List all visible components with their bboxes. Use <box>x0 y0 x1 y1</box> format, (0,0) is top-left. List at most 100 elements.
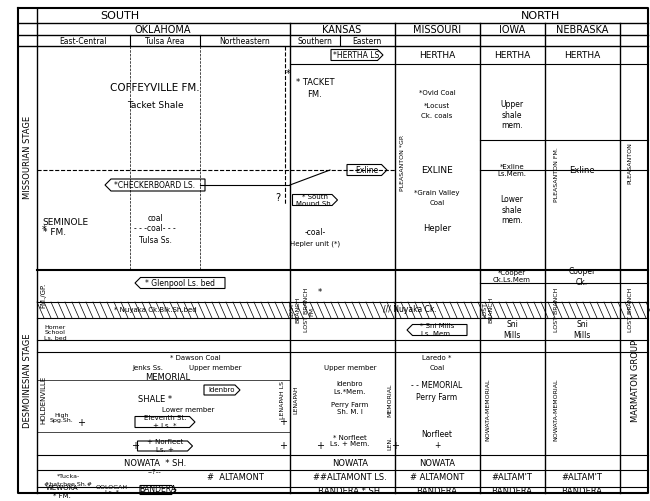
Text: Cooper
Ck.: Cooper Ck. <box>568 268 595 287</box>
Text: Upper
shale
mem.: Upper shale mem. <box>500 100 523 130</box>
Text: *Tucka-: *Tucka- <box>57 473 79 478</box>
Text: ?: ? <box>276 193 281 203</box>
Text: Hepler unit (*): Hepler unit (*) <box>290 241 340 247</box>
Text: *: * <box>42 225 46 235</box>
Text: NEBRASKA: NEBRASKA <box>556 25 608 35</box>
Text: LOST
BRANCH: LOST BRANCH <box>482 297 493 323</box>
Text: * Dawson Coal: * Dawson Coal <box>170 355 220 361</box>
Text: #batchee Sh.#: #batchee Sh.# <box>44 481 92 486</box>
Text: Jenks Ss.: Jenks Ss. <box>133 365 164 371</box>
Text: Upper member: Upper member <box>324 365 376 371</box>
Text: *Grain Valley: *Grain Valley <box>414 190 460 196</box>
Text: MARMATON GROUP: MARMATON GROUP <box>632 340 640 422</box>
Text: MEMORIAL: MEMORIAL <box>387 383 393 417</box>
Text: * Glenpool Ls. bed: * Glenpool Ls. bed <box>145 279 215 288</box>
Text: Norfleet
+: Norfleet + <box>421 430 452 450</box>
Text: +: + <box>279 441 287 451</box>
Text: BANDERA: BANDERA <box>562 487 603 496</box>
Text: *Exline
Ls.Mem.: *Exline Ls.Mem. <box>497 163 526 176</box>
Text: +: + <box>77 418 85 428</box>
Text: Perry Farm
Sh. M. I: Perry Farm Sh. M. I <box>332 401 369 414</box>
Text: # ALTAMONT: # ALTAMONT <box>410 473 464 482</box>
Text: Exline: Exline <box>569 165 595 174</box>
Text: BANDERA: BANDERA <box>491 487 532 496</box>
Text: Northeastern: Northeastern <box>220 37 270 46</box>
Text: /// Nuyaka Ck.: /// Nuyaka Ck. <box>383 306 437 315</box>
Text: #  ALTAMONT: # ALTAMONT <box>207 473 263 482</box>
Text: LENAPAH: LENAPAH <box>294 386 298 414</box>
Text: Perry Farm: Perry Farm <box>417 393 458 402</box>
Text: LOST
BRANCH: LOST BRANCH <box>290 297 300 323</box>
Text: Tulsa Ss.: Tulsa Ss. <box>138 235 172 244</box>
Text: East-Central: East-Central <box>59 37 107 46</box>
Text: FM.: FM. <box>307 90 322 99</box>
Text: * Nuyaka Ck.Blk.Sh.bed: * Nuyaka Ck.Blk.Sh.bed <box>114 307 196 313</box>
Text: #ALTAM'T: #ALTAM'T <box>562 473 603 482</box>
Text: * South
Mound Sh.: * South Mound Sh. <box>296 193 333 206</box>
Text: Eleventh St.
+ Ls. *: Eleventh St. + Ls. * <box>144 415 186 428</box>
Text: Hepler: Hepler <box>423 223 451 232</box>
Text: LOST BRANCH: LOST BRANCH <box>554 288 558 332</box>
Text: ##ALTAMONT LS.: ##ALTAMONT LS. <box>313 473 387 482</box>
Text: Coal: Coal <box>430 200 445 206</box>
Text: PLEASANTON FM.: PLEASANTON FM. <box>554 148 558 202</box>
Text: MEMORIAL: MEMORIAL <box>146 374 190 382</box>
Text: Upper member: Upper member <box>188 365 241 371</box>
Text: * FM.: * FM. <box>44 227 66 236</box>
Text: *CHECKERBOARD LS.: *CHECKERBOARD LS. <box>114 180 196 189</box>
Text: *: * <box>318 288 322 297</box>
Text: - - MEMORIAL: - - MEMORIAL <box>411 380 463 389</box>
Text: * Norfleet
Ls. + Mem.: * Norfleet Ls. + Mem. <box>330 434 370 447</box>
Text: SHALE *: SHALE * <box>138 395 172 404</box>
Text: +: + <box>279 417 287 427</box>
Text: NORTH: NORTH <box>521 11 560 21</box>
Text: Exline: Exline <box>356 165 378 174</box>
Text: BANDERA: BANDERA <box>417 487 458 496</box>
Text: FM./GP.: FM./GP. <box>40 283 46 308</box>
Text: HERTHA: HERTHA <box>564 51 600 60</box>
Text: * TACKET: * TACKET <box>296 78 334 87</box>
Text: NOWATA-MEMORIAL: NOWATA-MEMORIAL <box>554 379 558 441</box>
Text: High
Spg.Sh.: High Spg.Sh. <box>50 413 74 423</box>
Text: +: + <box>316 441 324 451</box>
Text: Sni
Mills: Sni Mills <box>503 320 521 340</box>
Text: Homer
School
Ls. bed: Homer School Ls. bed <box>44 325 66 341</box>
Text: LEN.: LEN. <box>387 436 393 450</box>
Text: coal: coal <box>147 213 163 222</box>
Text: -coal-: -coal- <box>304 227 326 236</box>
Text: BANDERA * SH.: BANDERA * SH. <box>318 487 382 496</box>
Text: PLEASANTON: PLEASANTON <box>627 142 632 184</box>
Text: *Cooper
Ck.Ls.Mem: *Cooper Ck.Ls.Mem <box>493 271 531 284</box>
Text: MISSOURIAN STAGE: MISSOURIAN STAGE <box>23 115 32 198</box>
Text: Eastern: Eastern <box>352 37 382 46</box>
Text: Lower member: Lower member <box>162 407 214 413</box>
Text: HOLDENVILLE: HOLDENVILLE <box>40 376 46 424</box>
Text: *HERTHA LS.: *HERTHA LS. <box>333 51 382 60</box>
Text: IOWA: IOWA <box>499 25 525 35</box>
Text: - - -coal- - -: - - -coal- - - <box>134 223 176 232</box>
Text: Tulsa Area: Tulsa Area <box>145 37 185 46</box>
Text: OOLOGAH
Ls. *: OOLOGAH Ls. * <box>96 484 128 495</box>
Text: #ALTAM'T: #ALTAM'T <box>491 473 532 482</box>
Text: SEMINOLE: SEMINOLE <box>42 217 88 226</box>
Text: HERTHA: HERTHA <box>494 51 530 60</box>
Text: +: + <box>391 441 399 451</box>
Text: *: * <box>285 69 291 79</box>
Text: * Sni Mills
Ls. Mem.: * Sni Mills Ls. Mem. <box>420 324 454 337</box>
Text: +: + <box>131 441 139 451</box>
Text: *Ovid Coal: *Ovid Coal <box>419 90 456 96</box>
Text: OKLAHOMA: OKLAHOMA <box>135 25 191 35</box>
Text: LENAPAH LS: LENAPAH LS <box>280 381 285 419</box>
Text: Lower
shale
mem.: Lower shale mem. <box>500 195 523 225</box>
Text: KANSAS: KANSAS <box>322 25 361 35</box>
Text: Idenbro
Ls.*Mem.: Idenbro Ls.*Mem. <box>334 381 366 394</box>
Text: PLEASANTON *GP.: PLEASANTON *GP. <box>400 135 406 191</box>
Text: COFFEYVILLE FM.: COFFEYVILLE FM. <box>111 83 200 93</box>
Text: SOUTH: SOUTH <box>101 11 140 21</box>
Text: WEWOKA
* FM.: WEWOKA * FM. <box>46 485 78 498</box>
Text: EXLINE: EXLINE <box>421 165 453 174</box>
Text: NOWATA: NOWATA <box>332 458 368 467</box>
Text: NOWATA-MEMORIAL: NOWATA-MEMORIAL <box>486 379 491 441</box>
Text: BANDERA: BANDERA <box>140 485 177 494</box>
Text: Ck. coals: Ck. coals <box>421 113 452 119</box>
